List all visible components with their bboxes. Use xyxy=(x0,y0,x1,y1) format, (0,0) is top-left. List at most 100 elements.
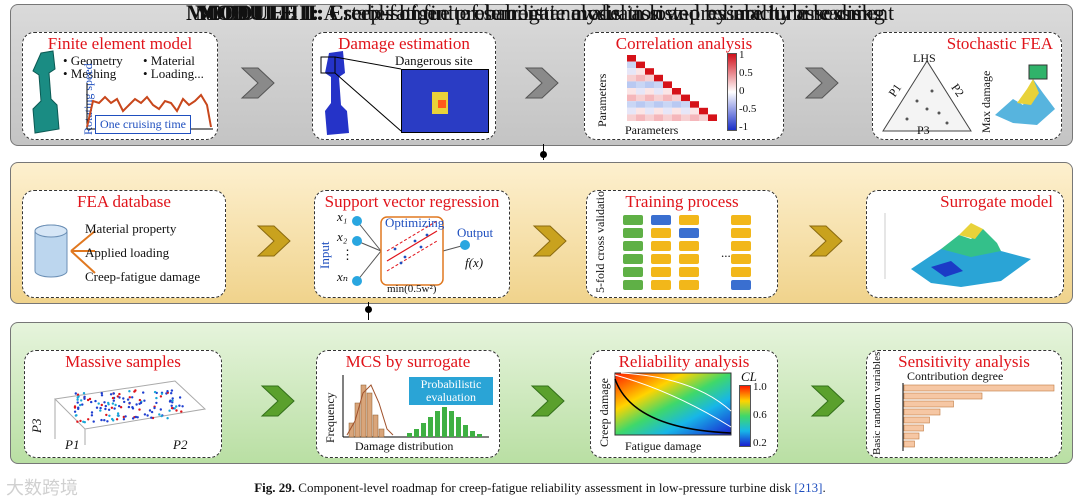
sample-point xyxy=(143,413,147,416)
citation-link[interactable]: [213] xyxy=(794,480,823,495)
sample-point xyxy=(99,409,102,412)
sample-point xyxy=(181,405,184,408)
svr-xn: xₙ xyxy=(337,269,349,284)
sample-point xyxy=(148,409,152,412)
sample-point xyxy=(103,419,106,422)
sample-point xyxy=(131,417,135,420)
probabilistic-evaluation-box: Probabilistic evaluation xyxy=(409,377,493,405)
fold-block xyxy=(679,254,699,264)
corr-cell xyxy=(654,101,663,108)
fold-block xyxy=(679,228,699,238)
sample-point xyxy=(76,393,80,396)
sample-point xyxy=(106,420,109,423)
sample-point xyxy=(107,408,111,411)
sample-point xyxy=(94,399,97,403)
sample-point xyxy=(112,392,116,395)
corr-tick: 0.5 xyxy=(739,67,753,79)
hist-bar xyxy=(414,429,419,437)
corr-cell xyxy=(663,101,672,108)
sample-point xyxy=(124,415,127,418)
sample-point xyxy=(173,407,176,410)
sample-point xyxy=(100,392,104,395)
p3-label: P3 xyxy=(917,123,930,137)
corr-cell xyxy=(636,81,645,88)
rel-ylabel: Creep damage xyxy=(597,378,611,447)
corr-cell xyxy=(636,61,645,69)
hist-bar xyxy=(360,384,367,438)
cl-colorbar xyxy=(739,385,751,447)
sample-point xyxy=(128,401,131,405)
sensitivity-title: Sensitivity analysis xyxy=(898,352,1030,371)
sample-point xyxy=(107,401,110,405)
db-item-damage: Creep-fatigue damage xyxy=(85,269,201,284)
corr-cell xyxy=(663,114,672,121)
fold-block xyxy=(651,254,671,264)
sample-point xyxy=(103,401,106,404)
sample-point xyxy=(83,395,86,398)
db-item-loading: Applied loading xyxy=(85,245,170,260)
corr-cell xyxy=(627,101,636,108)
damage-title: Damage estimation xyxy=(338,34,470,53)
arrow-icon xyxy=(240,67,275,99)
corr-cell xyxy=(636,94,645,102)
scatter-plane xyxy=(53,380,207,430)
sample-point xyxy=(159,395,163,398)
surrogate-title: Surrogate model xyxy=(940,192,1053,211)
lhs-label: LHS xyxy=(913,51,936,65)
rel-xlabel: Fatigue damage xyxy=(625,439,702,453)
fold-block xyxy=(731,228,751,238)
db-item-material: Material property xyxy=(85,221,177,236)
hist-bar xyxy=(348,422,355,438)
stochastic-fea-title: Stochastic FEA xyxy=(946,34,1053,53)
fold-block xyxy=(679,241,699,251)
hist-bar xyxy=(456,417,461,437)
sample-point xyxy=(115,418,119,421)
sample-point xyxy=(90,414,94,417)
fold-block xyxy=(623,280,643,290)
fold-block xyxy=(651,228,671,238)
hist-bar xyxy=(428,417,433,437)
arrow-icon xyxy=(808,225,843,257)
sample-point xyxy=(170,392,173,395)
corr-cell xyxy=(672,88,681,95)
corr-cell xyxy=(663,81,672,88)
sample-point xyxy=(146,414,149,417)
cl-tick: 0.6 xyxy=(753,409,767,421)
sample-point xyxy=(143,399,146,402)
svr-title: Support vector regression xyxy=(324,192,500,211)
sens-bar xyxy=(903,424,924,432)
sens-bar xyxy=(903,416,930,424)
corr-cell xyxy=(681,94,690,102)
sample-point xyxy=(112,419,115,422)
ms-p3: P3 xyxy=(29,418,44,433)
sample-point xyxy=(77,406,80,409)
arrow-icon xyxy=(256,225,291,257)
sample-point xyxy=(90,400,93,404)
connector-dot-2 xyxy=(365,306,372,313)
sample-point xyxy=(116,412,120,415)
sample-point xyxy=(75,414,78,417)
corr-cell xyxy=(654,107,663,115)
svr-output-label: Output xyxy=(457,225,494,240)
dangerous-site-zoom xyxy=(401,69,489,133)
corr-cell xyxy=(654,114,663,121)
damage-panel: Damage estimation Dangerous site xyxy=(312,32,496,140)
mcs-xlabel: Damage distribution xyxy=(355,439,454,453)
sample-point xyxy=(118,392,121,396)
sample-point xyxy=(171,399,174,402)
corr-cell xyxy=(636,101,645,108)
arrow-icon xyxy=(804,67,839,99)
corr-cell xyxy=(627,88,636,95)
sample-point xyxy=(153,406,156,410)
sample-point xyxy=(142,391,145,394)
sample-point xyxy=(73,405,77,408)
fem-title: Finite element model xyxy=(47,34,193,53)
corr-cell xyxy=(645,107,654,115)
sample-point xyxy=(135,403,138,406)
sample-point xyxy=(108,414,111,417)
corr-cell xyxy=(645,68,654,75)
sample-point xyxy=(166,417,169,420)
hist-bar xyxy=(442,407,447,437)
corr-cell xyxy=(645,101,654,108)
sample-point xyxy=(104,407,107,411)
